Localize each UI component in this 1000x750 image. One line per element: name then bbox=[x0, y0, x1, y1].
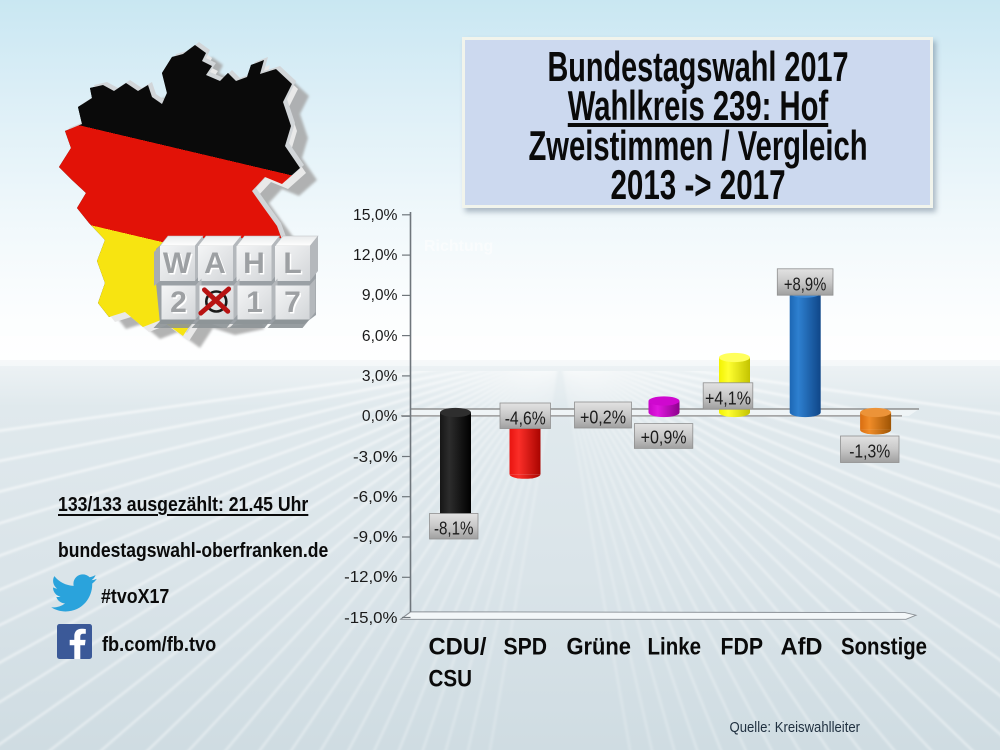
svg-text:A: A bbox=[206, 249, 228, 282]
svg-text:W: W bbox=[164, 249, 193, 282]
svg-text:-4,6%: -4,6% bbox=[505, 408, 546, 429]
svg-text:+0,9%: +0,9% bbox=[641, 427, 687, 448]
svg-text:-12,0%: -12,0% bbox=[344, 569, 398, 586]
svg-text:-15,0%: -15,0% bbox=[344, 610, 398, 627]
svg-text:7: 7 bbox=[284, 286, 301, 319]
svg-text:W: W bbox=[163, 247, 192, 280]
svg-text:2: 2 bbox=[172, 288, 189, 321]
svg-text:+4,1%: +4,1% bbox=[705, 388, 751, 409]
svg-text:-8,1%: -8,1% bbox=[434, 517, 474, 538]
svg-text:-3,0%: -3,0% bbox=[353, 449, 398, 466]
svg-text:SPD: SPD bbox=[504, 634, 548, 661]
svg-text:A: A bbox=[204, 247, 226, 280]
svg-text:9,0%: 9,0% bbox=[362, 287, 398, 304]
svg-text:1: 1 bbox=[246, 286, 263, 319]
svg-text:Sonstige: Sonstige bbox=[841, 634, 927, 661]
svg-text:H: H bbox=[245, 249, 267, 282]
svg-text:Richtung: Richtung bbox=[424, 238, 493, 255]
svg-text:1: 1 bbox=[248, 288, 265, 321]
svg-text:AfD: AfD bbox=[781, 634, 823, 661]
svg-text:L: L bbox=[283, 247, 301, 280]
svg-text:12,0%: 12,0% bbox=[353, 247, 398, 264]
svg-text:Linke: Linke bbox=[648, 634, 702, 661]
svg-text:3,0%: 3,0% bbox=[362, 368, 398, 385]
svg-text:H: H bbox=[243, 247, 265, 280]
svg-text:0,0%: 0,0% bbox=[362, 408, 398, 425]
svg-text:15,0%: 15,0% bbox=[353, 207, 398, 224]
svg-text:L: L bbox=[285, 249, 303, 282]
svg-text:Grüne: Grüne bbox=[567, 634, 632, 661]
svg-text:-6,0%: -6,0% bbox=[353, 489, 398, 506]
svg-text:2: 2 bbox=[170, 286, 187, 319]
svg-text:-1,3%: -1,3% bbox=[849, 441, 890, 462]
svg-text:+8,9%: +8,9% bbox=[784, 274, 827, 295]
svg-text:CDU/: CDU/ bbox=[429, 634, 487, 661]
svg-text:6,0%: 6,0% bbox=[362, 328, 398, 345]
svg-text:7: 7 bbox=[286, 288, 303, 321]
svg-text:FDP: FDP bbox=[721, 634, 764, 661]
svg-text:-9,0%: -9,0% bbox=[353, 529, 398, 546]
svg-text:+0,2%: +0,2% bbox=[580, 407, 626, 428]
svg-text:Quelle: Kreiswahlleiter: Quelle: Kreiswahlleiter bbox=[730, 719, 861, 736]
svg-text:CSU: CSU bbox=[429, 666, 473, 693]
